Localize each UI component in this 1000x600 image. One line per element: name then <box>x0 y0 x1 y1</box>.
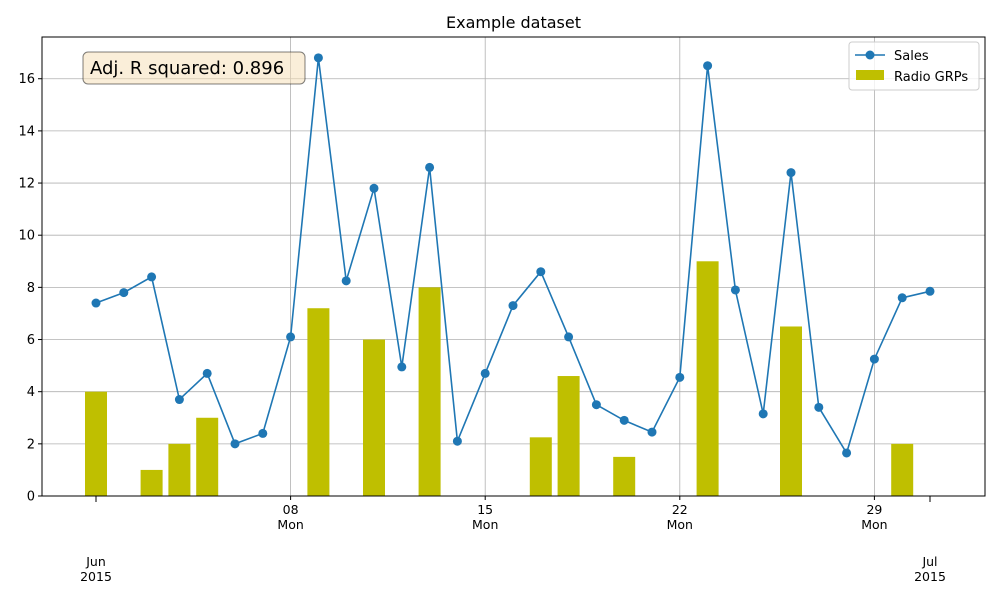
radio-grp-bar <box>196 417 219 496</box>
y-tick-label: 2 <box>27 437 35 452</box>
radio-grp-bar <box>529 437 552 496</box>
radio-grp-bar <box>85 391 107 496</box>
sales-point <box>452 436 462 446</box>
sales-point <box>536 267 546 277</box>
bars-layer <box>85 261 914 496</box>
y-tick-label: 4 <box>27 385 35 400</box>
sales-point <box>147 272 157 282</box>
sales-point <box>869 354 879 364</box>
sales-point <box>786 168 796 178</box>
sales-point <box>591 400 601 410</box>
sales-line <box>95 57 931 455</box>
sales-point <box>202 368 212 378</box>
x-major-tick-label: Jul <box>921 554 937 569</box>
radio-grp-bar <box>307 308 330 496</box>
sales-point <box>174 395 184 405</box>
x-minor-tick-label: 08 <box>283 502 299 517</box>
x-major-tick-label: 2015 <box>80 569 112 584</box>
sales-point <box>619 415 629 425</box>
sales-point <box>313 53 323 63</box>
sales-point <box>369 183 379 193</box>
sales-point <box>425 162 435 172</box>
legend-radio-swatch <box>856 70 884 80</box>
radio-grp-bar <box>363 339 385 496</box>
x-minor-tick-label: Mon <box>277 517 303 532</box>
legend-sales-marker <box>865 50 875 60</box>
sales-point <box>397 362 407 372</box>
line-layer <box>91 53 935 458</box>
sales-point <box>119 288 129 298</box>
annotation-text: Adj. R squared: 0.896 <box>90 58 284 79</box>
x-minor-tick-label: Mon <box>472 517 498 532</box>
radio-grp-bar <box>780 326 802 496</box>
sales-point <box>647 427 657 437</box>
legend: Sales Radio GRPs <box>848 41 980 91</box>
sales-point <box>703 61 713 71</box>
legend-sales-label: Sales <box>894 49 929 64</box>
chart-title: Example dataset <box>446 13 581 32</box>
y-tick-label: 0 <box>27 490 35 505</box>
x-minor-tick-label: Mon <box>667 517 693 532</box>
y-tick-label: 16 <box>18 72 35 87</box>
sales-point <box>564 332 574 342</box>
sales-point <box>91 298 101 308</box>
sales-point <box>480 368 490 378</box>
x-minor-tick-label: 22 <box>672 502 688 517</box>
sales-point <box>925 286 935 296</box>
sales-point <box>508 301 518 311</box>
grid-layer <box>42 37 985 496</box>
ticks-layer: 024681012141608Mon15Mon22Mon29MonJun2015… <box>18 72 945 584</box>
sales-point <box>758 409 768 419</box>
radio-grp-bar <box>168 443 191 496</box>
sales-point <box>730 285 740 295</box>
plot-frame <box>41 36 986 497</box>
annotation-box: Adj. R squared: 0.896 <box>82 51 306 85</box>
y-tick-label: 14 <box>18 124 35 139</box>
radio-grp-bar <box>418 287 441 496</box>
y-tick-label: 6 <box>27 333 35 348</box>
x-major-tick-label: 2015 <box>914 569 946 584</box>
sales-point <box>286 332 296 342</box>
y-tick-label: 10 <box>18 229 35 244</box>
sales-point <box>230 439 240 449</box>
x-minor-tick-label: 15 <box>477 502 493 517</box>
x-minor-tick-label: 29 <box>866 502 882 517</box>
radio-grp-bar <box>696 261 719 496</box>
radio-grp-bar <box>891 443 914 496</box>
y-tick-label: 12 <box>18 177 35 192</box>
sales-point <box>897 293 907 303</box>
radio-grp-bar <box>140 469 163 496</box>
sales-point <box>675 372 685 382</box>
sales-point <box>341 276 351 286</box>
sales-point <box>258 428 268 438</box>
y-tick-label: 8 <box>27 281 35 296</box>
sales-point <box>814 402 824 412</box>
legend-radio-label: Radio GRPs <box>894 70 968 85</box>
sales-point <box>842 448 852 458</box>
radio-grp-bar <box>557 376 580 496</box>
x-major-tick-label: Jun <box>85 554 106 569</box>
x-minor-tick-label: Mon <box>861 517 887 532</box>
radio-grp-bar <box>613 456 636 496</box>
